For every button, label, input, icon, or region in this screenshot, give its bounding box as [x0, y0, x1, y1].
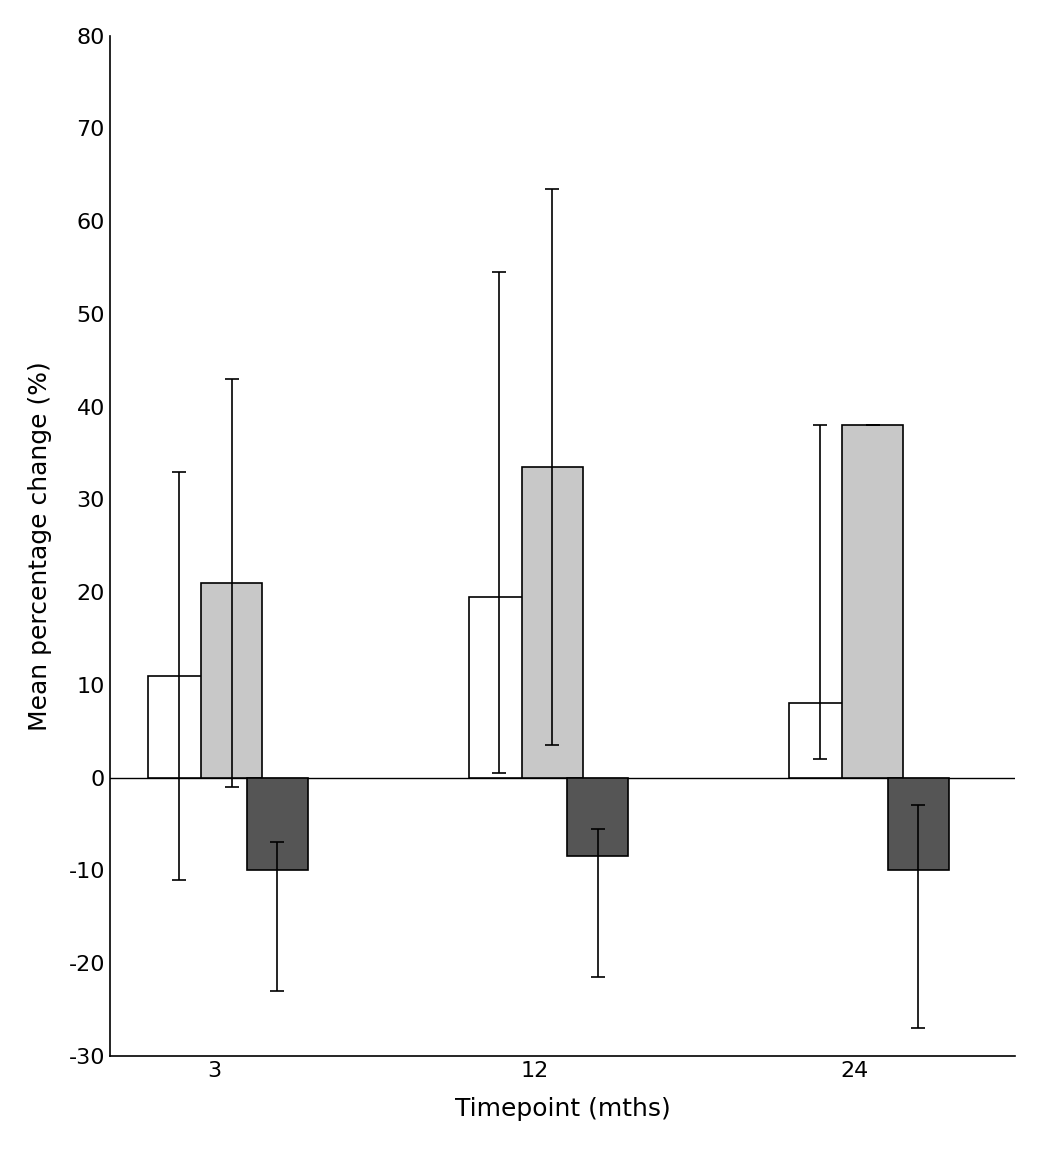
Bar: [567, 778, 628, 856]
Y-axis label: Mean percentage change (%): Mean percentage change (%): [28, 361, 52, 731]
Bar: [790, 703, 850, 778]
Bar: [842, 425, 903, 778]
Bar: [247, 778, 308, 870]
Bar: [468, 596, 530, 778]
Bar: [201, 583, 262, 778]
X-axis label: Timepoint (mths): Timepoint (mths): [455, 1097, 671, 1121]
Bar: [148, 676, 210, 778]
Bar: [888, 778, 949, 870]
Bar: [522, 466, 583, 778]
